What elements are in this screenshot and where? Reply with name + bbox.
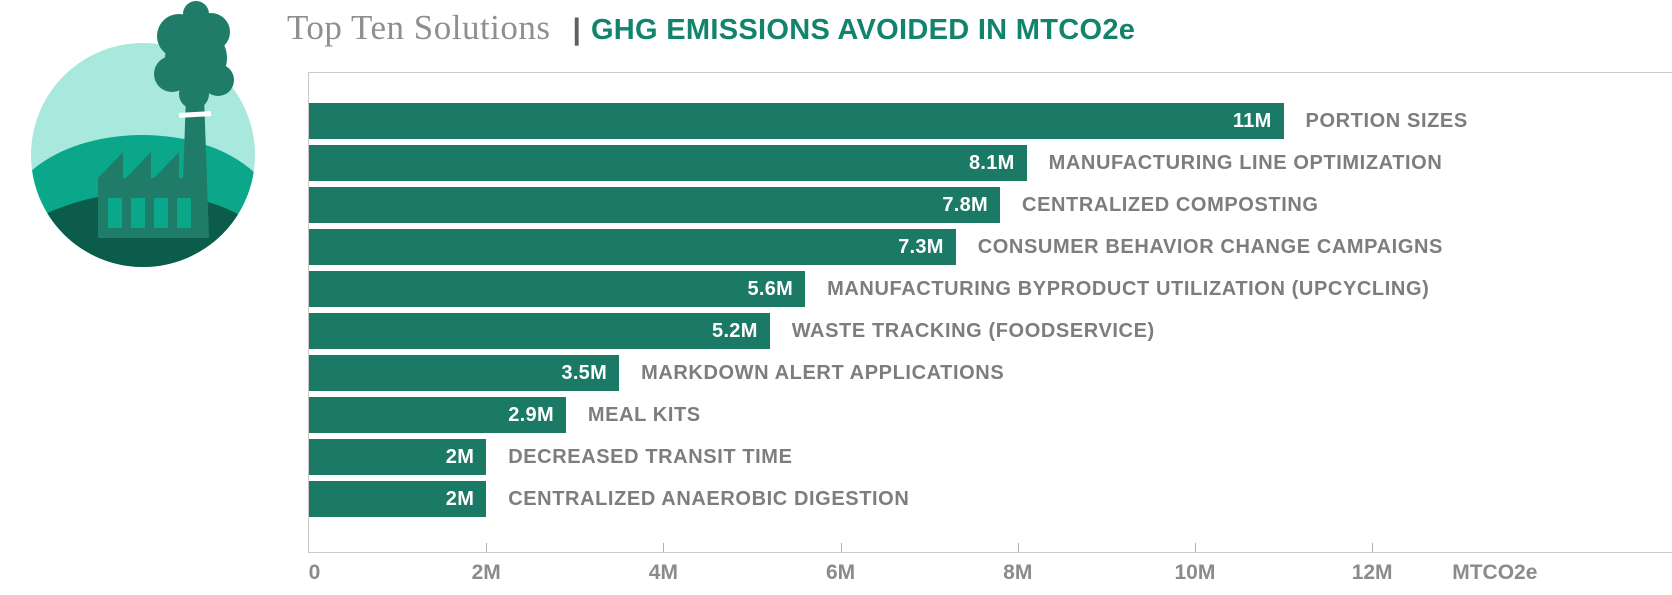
- x-axis-unit-label: MTCO2e: [1452, 561, 1538, 584]
- bar-value-label: 11M: [1232, 109, 1272, 132]
- bar: 7.3M: [309, 229, 956, 265]
- bar-value-label: 5.6M: [747, 277, 794, 300]
- bar-chart: 11M PORTION SIZES 8.1M MANUFACTURING LINE O…: [308, 72, 1672, 584]
- bar-value-label: 2M: [445, 487, 475, 510]
- bar: 8.1M: [309, 145, 1027, 181]
- bar-row: 2M CENTRALIZED ANAEROBIC DIGESTION: [309, 481, 1672, 517]
- title-bold: GHG EMISSIONS AVOIDED IN MTCO2e: [590, 14, 1136, 46]
- bar-value-label: 2.9M: [508, 403, 554, 426]
- bar: 2M: [309, 439, 487, 475]
- bar: 3.5M: [309, 355, 620, 391]
- bar-category-label: MANUFACTURING BYPRODUCT UTILIZATION (UPC…: [827, 277, 1430, 300]
- axis-tick-label: 2M: [471, 561, 501, 584]
- bar: 7.8M: [309, 187, 1001, 223]
- bar-row: 2M DECREASED TRANSIT TIME: [309, 439, 1672, 475]
- bar-value-label: 2M: [445, 445, 475, 468]
- axis-tick-label: 0: [308, 561, 321, 584]
- axis-tick: [486, 543, 488, 552]
- bar: 11M: [309, 103, 1284, 139]
- bar-category-label: MARKDOWN ALERT APPLICATIONS: [641, 361, 1005, 384]
- axis-tick-label: 8M: [1003, 561, 1033, 584]
- page-title: Top Ten Solutions | GHG EMISSIONS AVOIDE…: [287, 8, 1135, 48]
- bar-row: 3.5M MARKDOWN ALERT APPLICATIONS: [309, 355, 1672, 391]
- bar-row: 8.1M MANUFACTURING LINE OPTIMIZATION: [309, 145, 1672, 181]
- axis-tick: [840, 543, 842, 552]
- bar-category-label: PORTION SIZES: [1305, 109, 1468, 132]
- bars-container: 11M PORTION SIZES 8.1M MANUFACTURING LINE O…: [309, 103, 1672, 517]
- bar-value-label: 8.1M: [968, 151, 1015, 174]
- bar-category-label: MANUFACTURING LINE OPTIMIZATION: [1048, 151, 1443, 174]
- factory-emissions-icon-svg: [31, 1, 255, 267]
- bar: 2.9M: [309, 397, 566, 433]
- axis-tick: [1017, 543, 1019, 552]
- title-separator: |: [572, 13, 581, 46]
- bar-row: 5.2M WASTE TRACKING (FOODSERVICE): [309, 313, 1672, 349]
- bar-value-label: 3.5M: [561, 361, 608, 384]
- icon-factory: [98, 1, 234, 238]
- bar: 5.6M: [309, 271, 806, 307]
- bar-value-label: 7.8M: [942, 193, 989, 216]
- factory-emissions-icon: [30, 0, 258, 272]
- axis-tick: [1372, 543, 1374, 552]
- bar-row: 5.6M MANUFACTURING BYPRODUCT UTILIZATION …: [309, 271, 1672, 307]
- bar: 2M: [309, 481, 487, 517]
- icon-windows: [108, 198, 191, 228]
- axis-tick-label: 10M: [1174, 561, 1216, 584]
- axis-tick: [663, 543, 665, 552]
- bar: 5.2M: [309, 313, 770, 349]
- bar-row: 2.9M MEAL KITS: [309, 397, 1672, 433]
- bar-value-label: 7.3M: [898, 235, 944, 258]
- bar-category-label: CONSUMER BEHAVIOR CHANGE CAMPAIGNS: [977, 235, 1443, 258]
- title-serif: Top Ten Solutions: [287, 8, 551, 47]
- bar-category-label: CENTRALIZED ANAEROBIC DIGESTION: [508, 487, 910, 510]
- icon-chimney-gap: [178, 111, 212, 118]
- bar-row: 7.3M CONSUMER BEHAVIOR CHANGE CAMPAIGNS: [309, 229, 1672, 265]
- axis-tick-label: 4M: [648, 561, 678, 584]
- axis-tick-label: 6M: [825, 561, 856, 584]
- axis-tick-label: 12M: [1351, 561, 1393, 584]
- bar-category-label: WASTE TRACKING (FOODSERVICE): [791, 319, 1155, 342]
- bar-category-label: DECREASED TRANSIT TIME: [508, 445, 793, 468]
- bar-value-label: 5.2M: [712, 319, 758, 342]
- bar-row: 11M PORTION SIZES: [309, 103, 1672, 139]
- bar-category-label: MEAL KITS: [587, 403, 701, 426]
- axis-tick: [1194, 543, 1196, 552]
- bar-row: 7.8M CENTRALIZED COMPOSTING: [309, 187, 1672, 223]
- bar-category-label: CENTRALIZED COMPOSTING: [1022, 193, 1319, 216]
